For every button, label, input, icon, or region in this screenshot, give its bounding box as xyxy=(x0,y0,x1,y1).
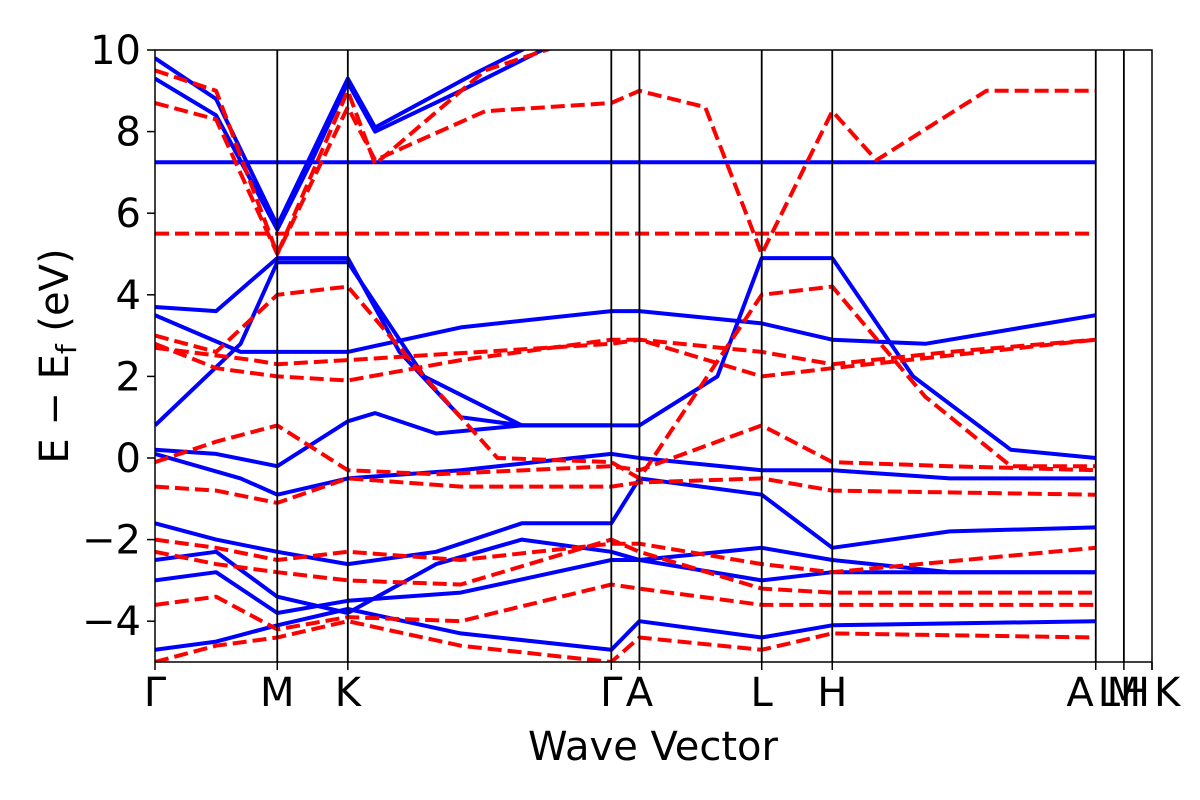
x-tick-label-2: K xyxy=(335,670,363,716)
spin-down-band-1 xyxy=(155,88,1096,256)
y-tick-label-0: −4 xyxy=(82,599,141,645)
x-tick-label-6: H xyxy=(817,670,847,716)
x-tick-label-3: Γ xyxy=(600,670,623,716)
x-tick-label-8: L xyxy=(1098,670,1121,716)
x-tick-label-0: Γ xyxy=(144,670,167,716)
y-axis-label-unit: (eV) xyxy=(32,248,78,344)
y-axis-label: E − Ef (eV) xyxy=(32,248,83,463)
plot-frame xyxy=(154,49,1153,663)
x-tick-label-5: L xyxy=(751,670,774,716)
spin-down-band-10 xyxy=(155,582,1096,632)
y-axis-ticks: −4 −2 0 2 4 6 8 10 xyxy=(82,28,155,645)
y-tick-label-1: −2 xyxy=(82,518,141,564)
y-axis-label-subscript: f xyxy=(50,343,83,354)
x-tick-label-1: M xyxy=(260,670,295,716)
y-tick-label-6: 8 xyxy=(116,110,141,156)
spin-up-band-4 xyxy=(155,309,1097,354)
x-tick-label-4: A xyxy=(626,670,654,716)
spin-up-band-6 xyxy=(155,411,612,469)
kpath-lines xyxy=(276,50,1125,662)
x-axis-ticks: Γ M K Γ A L H A LMH K xyxy=(144,662,1182,716)
y-tick-label-4: 4 xyxy=(116,273,141,319)
x-tick-label-11: K xyxy=(1154,670,1182,716)
spin-down-band-8 xyxy=(155,537,1096,575)
x-tick-label-10: H xyxy=(1120,670,1150,716)
spin-down-band-6 xyxy=(155,423,1096,477)
spin-up-band-11 xyxy=(155,607,1096,652)
spin-down-band-2 xyxy=(155,50,553,256)
spin-up-band-10 xyxy=(155,558,1096,615)
spin-up-band-9 xyxy=(155,537,1096,615)
spin-up-band-8 xyxy=(155,476,1096,567)
x-tick-label-9: M xyxy=(1107,670,1142,716)
spin-down-band-9 xyxy=(155,537,1096,595)
spin-up-band-1 xyxy=(155,50,547,232)
spin-down-band-11 xyxy=(155,619,1096,662)
y-tick-label-7: 10 xyxy=(90,28,141,74)
spin-down-band-4 xyxy=(155,337,1097,383)
x-tick-label-7: A xyxy=(1066,670,1094,716)
y-tick-label-5: 6 xyxy=(116,191,141,237)
y-tick-label-2: 0 xyxy=(116,436,141,482)
spin-down-band-5 xyxy=(155,337,1096,367)
spin-up-band-2 xyxy=(155,50,527,228)
spin-up-band-3 xyxy=(155,256,1096,460)
bands-layer xyxy=(155,50,1097,662)
spin-up-band-7 xyxy=(155,451,1096,497)
y-axis-label-main: E − E xyxy=(32,354,78,464)
spin-down-band-7 xyxy=(155,476,1096,505)
y-tick-label-3: 2 xyxy=(116,354,141,400)
x-axis-label: Wave Vector xyxy=(528,724,779,770)
spin-down-band-3 xyxy=(155,284,1096,481)
